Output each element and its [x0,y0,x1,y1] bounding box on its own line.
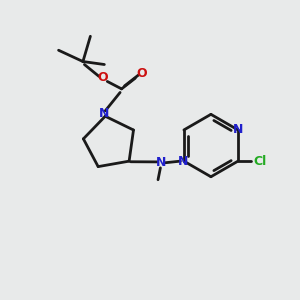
Text: N: N [233,123,244,136]
Text: N: N [178,155,188,168]
Text: O: O [98,71,108,84]
Text: N: N [156,156,166,169]
Text: O: O [136,67,147,80]
Text: N: N [99,107,109,120]
Text: Cl: Cl [253,154,267,168]
